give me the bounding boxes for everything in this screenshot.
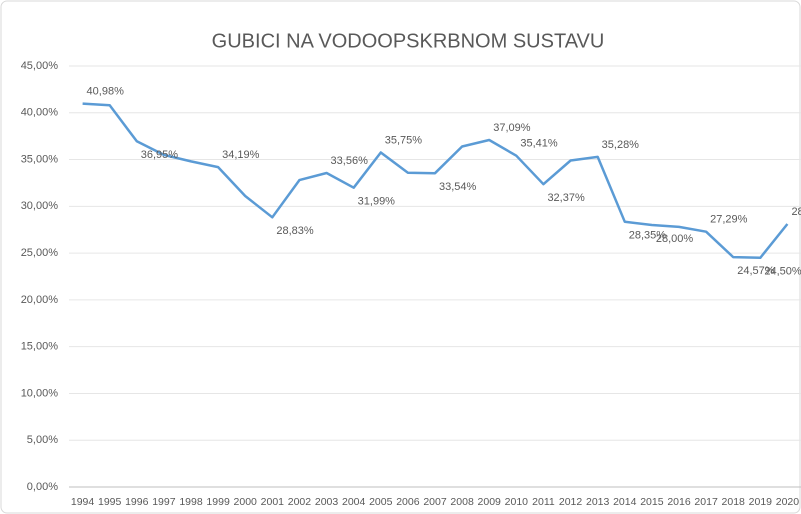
x-tick-label: 2012 — [559, 496, 583, 508]
y-tick-label: 30,00% — [21, 200, 59, 212]
x-tick-label: 1994 — [71, 496, 95, 508]
data-label: 33,54% — [439, 181, 477, 193]
x-tick-label: 2003 — [315, 496, 339, 508]
data-label: 40,98% — [87, 86, 125, 98]
data-label: 37,09% — [493, 122, 531, 134]
y-tick-label: 5,00% — [27, 434, 58, 446]
data-label: 35,28% — [602, 139, 640, 151]
chart-title: GUBICI NA VODOOPSKRBNOM SUSTAVU — [212, 30, 605, 52]
x-tick-label: 2019 — [749, 496, 773, 508]
y-tick-label: 10,00% — [21, 387, 59, 399]
x-tick-label: 2006 — [396, 496, 420, 508]
data-label: 33,56% — [331, 155, 369, 167]
x-tick-label: 2001 — [261, 496, 285, 508]
x-tick-label: 2018 — [722, 496, 746, 508]
x-tick-label: 2016 — [667, 496, 691, 508]
x-tick-label: 2013 — [586, 496, 610, 508]
x-tick-label: 2010 — [505, 496, 529, 508]
x-tick-label: 1995 — [98, 496, 122, 508]
data-label: 28,35% — [629, 230, 667, 242]
y-tick-label: 20,00% — [21, 294, 59, 306]
x-tick-label: 1998 — [179, 496, 203, 508]
x-tick-label: 1996 — [125, 496, 149, 508]
x-tick-label: 2005 — [369, 496, 393, 508]
data-label: 35,41% — [520, 138, 558, 150]
data-label: 27,29% — [710, 214, 748, 226]
x-tick-label: 2015 — [640, 496, 664, 508]
y-tick-label: 40,00% — [21, 107, 59, 119]
data-label: 28,00% — [656, 233, 694, 245]
y-tick-label: 15,00% — [21, 341, 59, 353]
data-label: 32,37% — [547, 192, 585, 204]
data-label: 35,75% — [385, 134, 423, 146]
x-tick-label: 2020 — [776, 496, 800, 508]
x-tick-label: 2017 — [694, 496, 718, 508]
x-tick-label: 2002 — [288, 496, 312, 508]
data-line — [82, 102, 789, 260]
data-label: 24,57% — [737, 265, 775, 277]
y-tick-label: 35,00% — [21, 153, 59, 165]
x-tick-label: 1997 — [152, 496, 176, 508]
x-tick-label: 2004 — [342, 496, 366, 508]
x-tick-label: 2011 — [532, 496, 555, 508]
data-label: 31,99% — [358, 196, 396, 208]
x-tick-label: 2007 — [423, 496, 447, 508]
x-tick-label: 2009 — [478, 496, 502, 508]
y-tick-label: 25,00% — [21, 247, 59, 259]
x-tick-label: 2014 — [613, 496, 637, 508]
data-label: 28,83% — [276, 225, 314, 237]
y-tick-label: 0,00% — [27, 481, 58, 493]
data-label: 36,95% — [141, 149, 179, 161]
data-label: 24,50% — [764, 266, 801, 278]
y-tick-label: 45,00% — [21, 60, 59, 72]
x-tick-label: 2000 — [234, 496, 258, 508]
x-tick-label: 2008 — [450, 496, 474, 508]
data-label: 34,19% — [222, 149, 260, 161]
x-tick-label: 1999 — [206, 496, 230, 508]
data-label: 28,11% — [791, 206, 801, 218]
